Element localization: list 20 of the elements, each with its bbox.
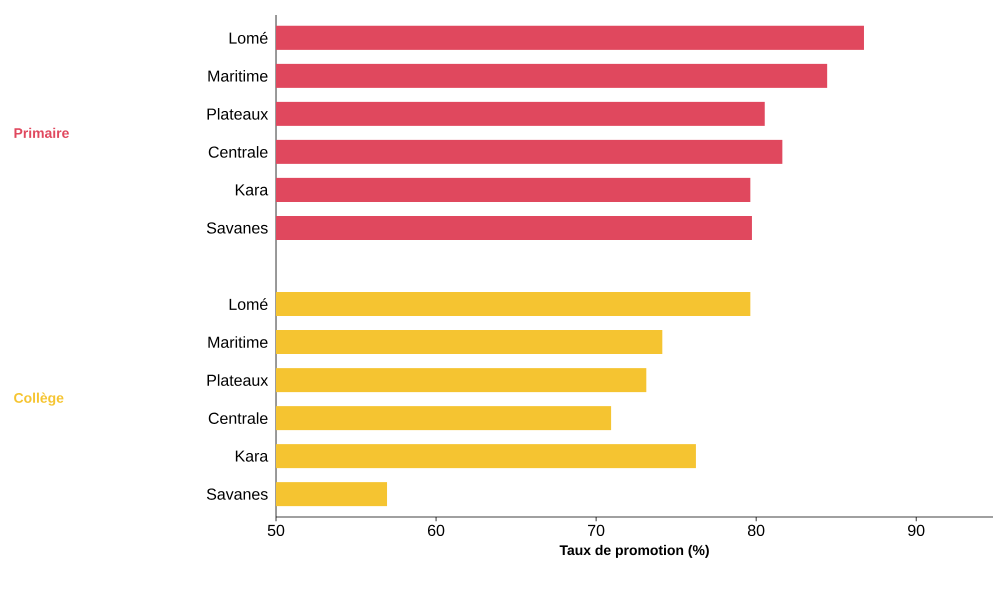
x-tick-label: 80 <box>748 524 764 536</box>
y-tick-label: Savanes <box>206 222 268 234</box>
x-tick-label: 90 <box>908 524 924 536</box>
y-tick-label: Plateaux <box>208 108 268 120</box>
y-tick-label: Kara <box>236 450 268 462</box>
y-tick-label: Lomé <box>230 32 268 44</box>
y-tick-label: Plateaux <box>208 374 268 386</box>
y-tick-label: Kara <box>236 184 268 196</box>
y-tick-label: Lomé <box>230 298 268 310</box>
x-tick-label: 60 <box>428 524 444 536</box>
x-tick-label: 70 <box>588 524 604 536</box>
x-tick-label: 50 <box>268 524 284 536</box>
y-tick-label: Centrale <box>208 412 268 424</box>
y-tick-label: Centrale <box>208 146 268 158</box>
text: Collège <box>14 392 64 406</box>
text: Primaire <box>14 128 69 138</box>
y-tick-label: Savanes <box>206 488 268 500</box>
x-axis-title: Taux de promotion (%) <box>560 544 709 558</box>
y-tick-label: Maritime <box>208 70 268 82</box>
y-tick-label: Maritime <box>208 336 268 348</box>
